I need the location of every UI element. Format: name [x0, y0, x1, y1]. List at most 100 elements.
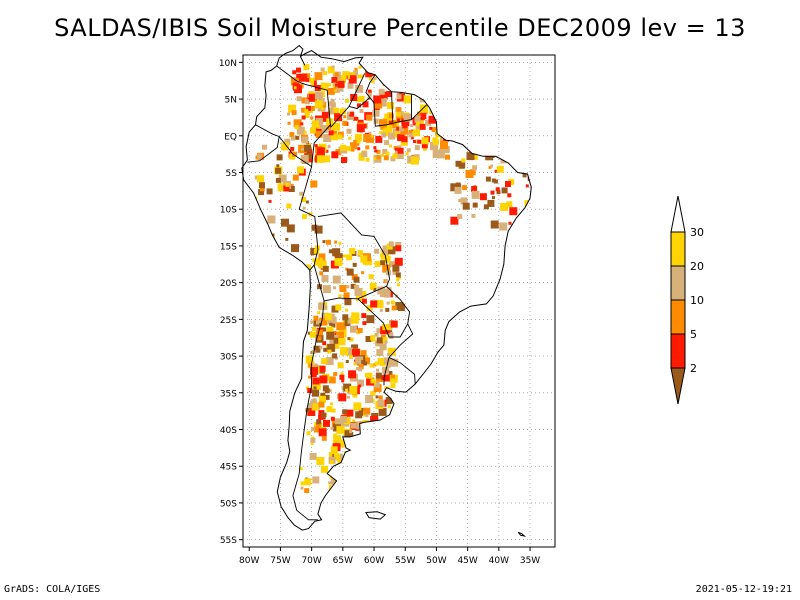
percentile-patch [268, 199, 272, 203]
colorbar-label: 20 [690, 260, 704, 273]
lon-tick-label: 35W [520, 556, 540, 566]
lat-tick-label: 40S [220, 426, 237, 436]
percentile-patch [336, 84, 344, 92]
percentile-patch [361, 151, 368, 158]
percentile-patch [319, 375, 328, 384]
percentile-patch [266, 188, 273, 195]
percentile-patch [262, 144, 267, 150]
percentile-patch [458, 199, 462, 202]
percentile-patch [386, 301, 390, 305]
percentile-patch [320, 67, 325, 72]
percentile-patch [381, 337, 388, 343]
percentile-patch [350, 147, 355, 152]
percentile-patch [322, 116, 328, 122]
percentile-patch [312, 377, 320, 385]
percentile-patch [495, 187, 500, 192]
percentile-patch [385, 307, 390, 312]
percentile-patch [373, 77, 377, 80]
percentile-patch [342, 409, 348, 415]
percentile-patch [259, 186, 265, 192]
lat-tick-label: 10N [219, 59, 237, 69]
lon-tick-label: 45W [457, 556, 477, 566]
percentile-patch [509, 207, 518, 216]
percentile-patch [327, 343, 336, 352]
percentile-patch [389, 120, 394, 125]
percentile-patch [380, 254, 383, 257]
colorbar-top-arrow [670, 195, 686, 233]
percentile-patch [421, 137, 429, 145]
percentile-patch [301, 97, 308, 104]
percentile-patch [299, 191, 304, 196]
percentile-patch [257, 153, 263, 159]
percentile-patch [407, 155, 415, 163]
percentile-patch [293, 82, 297, 86]
percentile-patch [329, 460, 334, 465]
border-line [365, 74, 427, 127]
percentile-patch [305, 408, 310, 413]
border-line [348, 97, 370, 110]
percentile-patch [334, 88, 338, 92]
percentile-patch [339, 285, 347, 292]
percentile-patch [383, 290, 391, 298]
percentile-patch [388, 113, 394, 119]
percentile-patch [501, 187, 508, 194]
percentile-patch [386, 330, 390, 334]
percentile-patch [333, 82, 336, 86]
percentile-patch [471, 190, 480, 199]
percentile-patch [361, 298, 367, 304]
border-line [388, 357, 416, 385]
lat-tick-label: 15S [220, 242, 237, 252]
percentile-patch [304, 488, 310, 494]
percentile-patch [312, 389, 319, 397]
percentile-patch [353, 402, 362, 411]
percentile-patch [327, 101, 333, 107]
lon-tick-label: 60W [364, 556, 384, 566]
percentile-patch [340, 108, 346, 115]
percentile-patch [386, 91, 393, 97]
percentile-patch [421, 142, 428, 149]
percentile-patch [343, 383, 352, 392]
percentile-patch [324, 394, 330, 400]
lat-tick-label: 5S [226, 169, 238, 179]
percentile-patch [339, 75, 347, 83]
percentile-patch [336, 425, 345, 434]
percentile-patch [352, 419, 356, 423]
percentile-patch [358, 384, 362, 388]
percentile-patch [330, 133, 338, 141]
percentile-patch [304, 144, 312, 152]
percentile-patch [366, 305, 373, 312]
percentile-patch [319, 395, 326, 403]
percentile-patch [311, 120, 319, 128]
legend-colorbar: 30 20 10 5 2 [670, 195, 704, 405]
percentile-patch [349, 325, 357, 333]
percentile-patch [375, 372, 382, 379]
percentile-patch [323, 347, 328, 352]
percentile-patch [296, 96, 302, 102]
percentile-patch [379, 91, 388, 100]
percentile-patch [353, 116, 357, 121]
percentile-patch [372, 109, 380, 117]
percentile-patch [460, 197, 468, 205]
percentile-patch [358, 367, 363, 372]
percentile-patch [472, 165, 478, 171]
percentile-patch [329, 339, 338, 348]
percentile-patch [335, 149, 342, 156]
lat-tick-label: 50S [220, 499, 237, 509]
percentile-patch [400, 126, 409, 135]
percentile-patch [376, 368, 379, 372]
percentile-patch [321, 465, 328, 473]
percentile-patch [322, 240, 326, 244]
percentile-patch [324, 388, 330, 394]
percentile-patch [525, 184, 529, 188]
lon-tick-label: 70W [301, 556, 321, 566]
percentile-patch [365, 258, 373, 266]
percentile-patch [337, 362, 344, 369]
percentile-patch [433, 139, 439, 146]
percentile-patch [399, 126, 404, 132]
percentile-patch [350, 283, 356, 289]
percentile-patch [352, 392, 358, 398]
percentile-patch [377, 357, 385, 365]
percentile-patch [320, 392, 326, 398]
percentile-patch [326, 124, 332, 130]
border-line [298, 166, 319, 271]
